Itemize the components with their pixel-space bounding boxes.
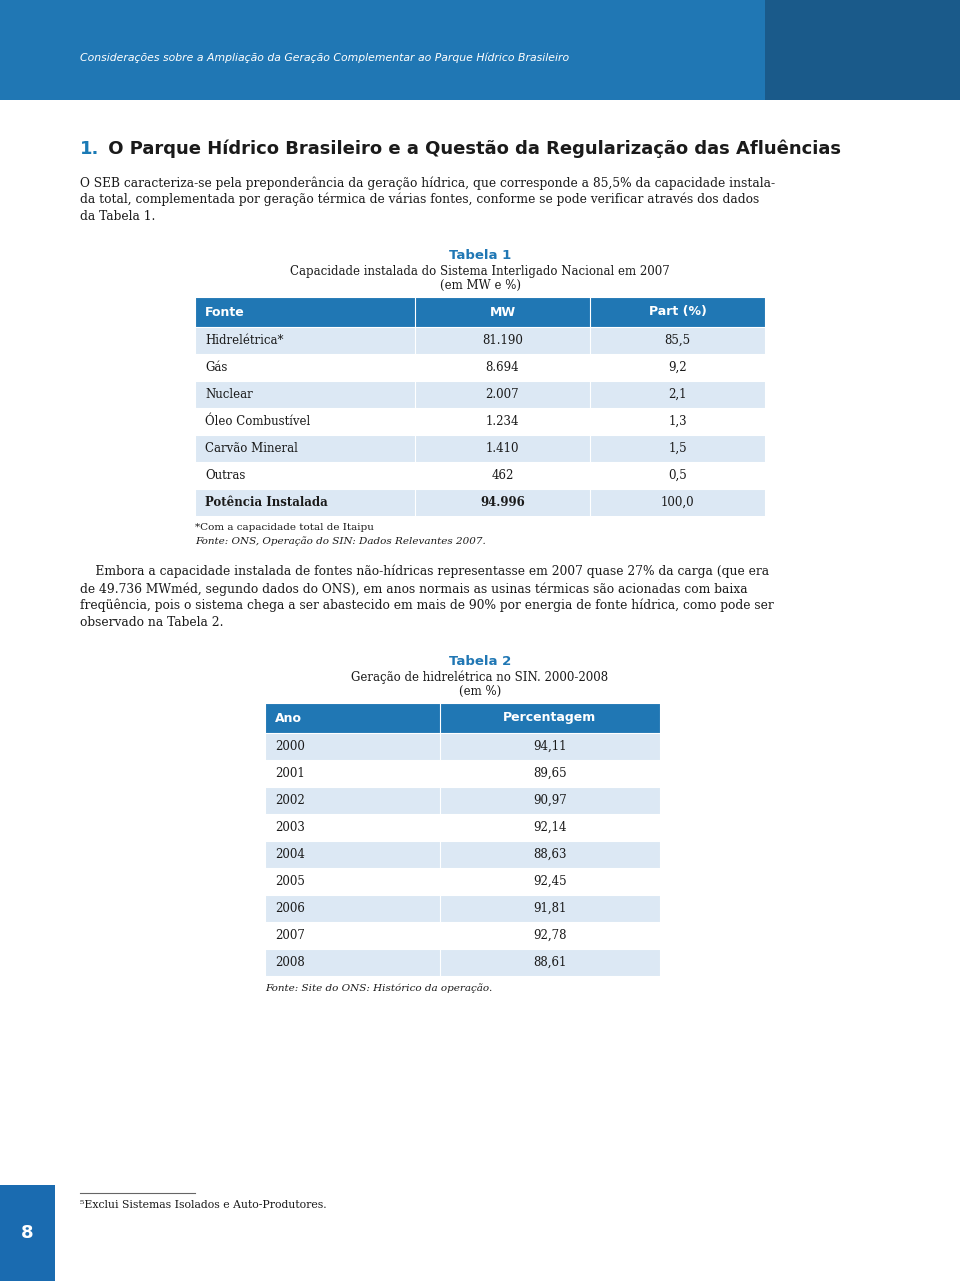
Text: 2001: 2001 — [275, 767, 304, 780]
Bar — [265, 703, 660, 733]
Bar — [195, 380, 765, 409]
Text: Embora a capacidade instalada de fontes não-hídricas representasse em 2007 quase: Embora a capacidade instalada de fontes … — [80, 565, 769, 579]
Bar — [195, 297, 765, 327]
Text: 9,2: 9,2 — [668, 361, 686, 374]
Text: 88,61: 88,61 — [534, 956, 566, 968]
Text: Óleo Combustível: Óleo Combustível — [205, 415, 310, 428]
Text: 2006: 2006 — [275, 902, 305, 915]
Text: Tabela 2: Tabela 2 — [449, 655, 511, 667]
Text: 2002: 2002 — [275, 794, 304, 807]
Text: Fonte: Site do ONS: Histórico da operação.: Fonte: Site do ONS: Histórico da operaçã… — [265, 983, 492, 993]
Text: 2.007: 2.007 — [486, 388, 519, 401]
Text: Ano: Ano — [275, 711, 302, 725]
Bar — [195, 409, 765, 436]
Text: Outras: Outras — [205, 469, 246, 482]
Text: 85,5: 85,5 — [664, 334, 690, 347]
Bar — [0, 1185, 55, 1281]
Text: 0,5: 0,5 — [668, 469, 686, 482]
Text: 8: 8 — [21, 1225, 34, 1243]
Text: Percentagem: Percentagem — [503, 711, 596, 725]
Text: Capacidade instalada do Sistema Interligado Nacional em 2007: Capacidade instalada do Sistema Interlig… — [290, 265, 670, 278]
Bar — [195, 436, 765, 462]
Bar — [195, 462, 765, 489]
Text: 1.410: 1.410 — [486, 442, 519, 455]
Bar — [765, 0, 960, 100]
Text: 1,5: 1,5 — [668, 442, 686, 455]
Text: de 49.736 MWméd, segundo dados do ONS), em anos normais as usinas térmicas são a: de 49.736 MWméd, segundo dados do ONS), … — [80, 582, 748, 596]
Text: 91,81: 91,81 — [534, 902, 566, 915]
Text: 92,45: 92,45 — [533, 875, 566, 888]
Text: ⁵Exclui Sistemas Isolados e Auto-Produtores.: ⁵Exclui Sistemas Isolados e Auto-Produto… — [80, 1200, 326, 1211]
Text: Tabela 1: Tabela 1 — [449, 249, 511, 263]
Text: 2,1: 2,1 — [668, 388, 686, 401]
Text: observado na Tabela 2.: observado na Tabela 2. — [80, 616, 224, 629]
Bar — [265, 760, 660, 787]
Text: da Tabela 1.: da Tabela 1. — [80, 210, 156, 223]
Text: Part (%): Part (%) — [649, 305, 707, 319]
Text: O SEB caracteriza-se pela preponderância da geração hídrica, que corresponde a 8: O SEB caracteriza-se pela preponderância… — [80, 175, 775, 190]
Text: 94.996: 94.996 — [480, 496, 525, 509]
Text: 462: 462 — [492, 469, 514, 482]
Text: 1,3: 1,3 — [668, 415, 686, 428]
Text: Nuclear: Nuclear — [205, 388, 252, 401]
Text: *Com a capacidade total de Itaipu: *Com a capacidade total de Itaipu — [195, 523, 373, 532]
Bar — [195, 354, 765, 380]
Text: 2004: 2004 — [275, 848, 305, 861]
Bar — [265, 922, 660, 949]
Bar — [265, 949, 660, 976]
Text: Potência Instalada: Potência Instalada — [205, 496, 327, 509]
Text: 81.190: 81.190 — [482, 334, 523, 347]
Bar — [195, 489, 765, 516]
Text: Fonte: Fonte — [205, 305, 245, 319]
Text: O Parque Hídrico Brasileiro e a Questão da Regularização das Afluências: O Parque Hídrico Brasileiro e a Questão … — [102, 140, 841, 159]
Bar — [0, 0, 960, 100]
Text: 2000: 2000 — [275, 740, 305, 753]
Text: Hidrelétrica*: Hidrelétrica* — [205, 334, 283, 347]
Text: da total, complementada por geração térmica de várias fontes, conforme se pode v: da total, complementada por geração térm… — [80, 193, 759, 206]
Text: Gás: Gás — [205, 361, 228, 374]
Text: 88,63: 88,63 — [533, 848, 566, 861]
Text: Fonte: ONS, Operação do SIN: Dados Relevantes 2007.: Fonte: ONS, Operação do SIN: Dados Relev… — [195, 535, 486, 546]
Text: 92,14: 92,14 — [533, 821, 566, 834]
Text: 92,78: 92,78 — [533, 929, 566, 942]
Text: Considerações sobre a Ampliação da Geração Complementar ao Parque Hídrico Brasil: Considerações sobre a Ampliação da Geraç… — [80, 53, 569, 63]
Text: (em MW e %): (em MW e %) — [440, 279, 520, 292]
Text: 94,11: 94,11 — [533, 740, 566, 753]
Bar — [265, 842, 660, 869]
Text: Geração de hidrelétrica no SIN. 2000-2008: Geração de hidrelétrica no SIN. 2000-200… — [351, 671, 609, 684]
Text: 90,97: 90,97 — [533, 794, 566, 807]
Bar — [265, 733, 660, 760]
Bar — [265, 895, 660, 922]
Text: 100,0: 100,0 — [660, 496, 694, 509]
Text: MW: MW — [490, 305, 516, 319]
Text: 8.694: 8.694 — [486, 361, 519, 374]
Text: (em %): (em %) — [459, 685, 501, 698]
Bar — [265, 813, 660, 842]
Text: 1.234: 1.234 — [486, 415, 519, 428]
Text: 89,65: 89,65 — [533, 767, 566, 780]
Bar — [265, 869, 660, 895]
Bar — [195, 327, 765, 354]
Text: 1.: 1. — [80, 140, 100, 158]
Bar — [265, 787, 660, 813]
Text: 2007: 2007 — [275, 929, 305, 942]
Text: 2003: 2003 — [275, 821, 305, 834]
Text: 2008: 2008 — [275, 956, 304, 968]
Text: freqüência, pois o sistema chega a ser abastecido em mais de 90% por energia de : freqüência, pois o sistema chega a ser a… — [80, 600, 774, 612]
Text: 2005: 2005 — [275, 875, 305, 888]
Text: Carvão Mineral: Carvão Mineral — [205, 442, 298, 455]
